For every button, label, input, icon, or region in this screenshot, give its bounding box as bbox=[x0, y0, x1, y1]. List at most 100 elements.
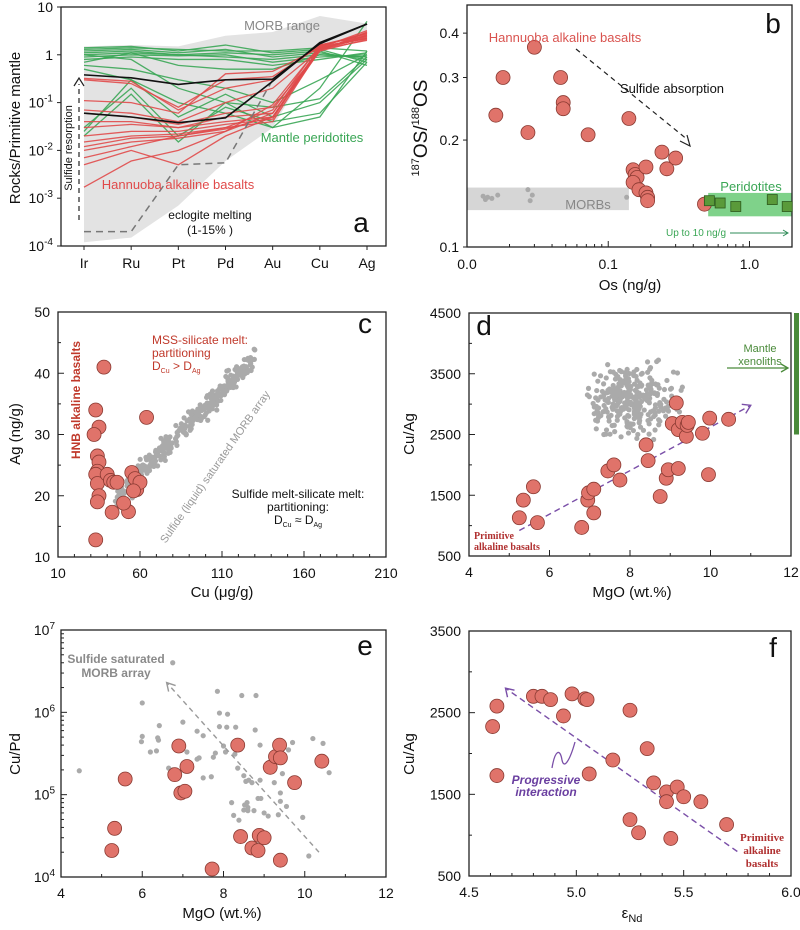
plot-frame bbox=[60, 6, 387, 247]
morb-point bbox=[160, 438, 167, 444]
morb-point bbox=[182, 422, 188, 428]
morb-point bbox=[243, 364, 249, 370]
hannuoba-point bbox=[680, 414, 696, 430]
hannuoba-point bbox=[579, 692, 595, 707]
morb-point bbox=[595, 415, 602, 421]
morb-array-label: MORB array bbox=[81, 666, 151, 680]
hannuoba-point bbox=[250, 843, 266, 858]
morb-point bbox=[200, 775, 206, 781]
hannuoba-point bbox=[543, 692, 558, 707]
x-tick-label: Ag bbox=[358, 255, 375, 271]
morb-point bbox=[279, 771, 286, 777]
morb-point bbox=[223, 383, 229, 389]
morb-point bbox=[277, 790, 283, 796]
mantle-peridotites-label: Mantle peridotites bbox=[261, 130, 364, 145]
morb-point bbox=[156, 723, 162, 729]
morb-point bbox=[661, 396, 667, 402]
y-tick-label: 3500 bbox=[430, 366, 461, 382]
hannuoba-point bbox=[495, 70, 511, 85]
morb-point bbox=[633, 373, 639, 380]
x-tick-label: 0.0 bbox=[457, 256, 477, 272]
morb-point bbox=[610, 401, 616, 407]
hannuoba-point bbox=[553, 70, 569, 85]
hannuoba-point bbox=[526, 479, 541, 495]
mantle-peridotite-line bbox=[83, 61, 368, 137]
morb-point bbox=[139, 463, 145, 469]
hannuoba-label: Hannuoba alkaline basalts bbox=[489, 30, 642, 45]
morb-point bbox=[600, 381, 607, 387]
morb-point bbox=[210, 754, 216, 760]
morb-point bbox=[216, 724, 223, 730]
morb-point bbox=[167, 434, 173, 440]
y-tick-label: 10-4 bbox=[29, 237, 54, 254]
morb-point bbox=[603, 427, 610, 433]
morb-point bbox=[660, 408, 667, 414]
morb-point bbox=[651, 436, 657, 443]
y-tick-label: 1 bbox=[45, 47, 53, 63]
sulfide-label: partitioning: bbox=[267, 500, 329, 514]
tick-exp: 5 bbox=[49, 786, 55, 797]
morb-point bbox=[170, 660, 176, 666]
morb-point bbox=[634, 366, 640, 373]
morbs-label: MORBs bbox=[565, 197, 611, 212]
y-tick-label: 105 bbox=[34, 786, 56, 803]
y-tick-label: 30 bbox=[34, 427, 50, 443]
trend-arrow bbox=[166, 682, 320, 853]
arrowhead-icon bbox=[780, 363, 790, 373]
peridotite-point bbox=[781, 201, 793, 212]
morb-point bbox=[640, 394, 647, 400]
panel-label-e: e bbox=[357, 630, 373, 661]
tick-exp: 6 bbox=[49, 703, 55, 714]
morb-point bbox=[641, 407, 647, 413]
label-part: D bbox=[274, 513, 283, 527]
morb-point bbox=[174, 433, 180, 440]
hannuoba-point bbox=[668, 395, 684, 411]
hannuoba-point bbox=[721, 411, 737, 427]
morb-point bbox=[624, 420, 630, 426]
primitive-label: alkaline basalts bbox=[474, 542, 540, 553]
hannuoba-point bbox=[256, 830, 272, 846]
y-axis-label: Ag (ng/g) bbox=[7, 403, 24, 465]
morb-point bbox=[639, 370, 645, 376]
trend-arrow bbox=[518, 404, 752, 532]
primitive-label: Primitive bbox=[474, 531, 515, 542]
label-part: ε bbox=[622, 905, 629, 922]
mss-label: MSS-silicate melt: bbox=[152, 333, 248, 347]
y-tick-label: 3500 bbox=[430, 623, 461, 639]
morb-point bbox=[265, 813, 271, 819]
x-tick-label: 6.0 bbox=[781, 884, 800, 900]
morb-point bbox=[674, 370, 681, 376]
x-axis-label: MgO (wt.%) bbox=[592, 584, 671, 601]
morb-point bbox=[252, 347, 258, 353]
hannuoba-point bbox=[663, 831, 679, 846]
hannuoba-point bbox=[555, 101, 571, 117]
x-tick-label: 10 bbox=[50, 565, 66, 581]
subscript: Nd bbox=[628, 913, 642, 925]
x-tick-label: Cu bbox=[311, 255, 329, 271]
hannuoba-point bbox=[230, 737, 246, 753]
morb-point bbox=[154, 453, 160, 459]
hannuoba-point bbox=[668, 150, 684, 166]
morb-point bbox=[233, 384, 239, 390]
hannuoba-point bbox=[526, 39, 542, 55]
morb-point bbox=[624, 366, 630, 373]
hannuoba-point bbox=[586, 505, 602, 521]
x-tick-label: Ru bbox=[122, 255, 140, 271]
morb-point bbox=[209, 388, 216, 394]
morb-point bbox=[289, 739, 296, 746]
morb-point bbox=[235, 765, 241, 771]
x-tick-label: 160 bbox=[292, 565, 316, 581]
hannuoba-point bbox=[171, 738, 187, 754]
x-axis-label: MgO (wt.%) bbox=[182, 905, 261, 922]
morb-point bbox=[194, 728, 200, 734]
hannuoba-point bbox=[314, 753, 330, 769]
morb-point bbox=[635, 431, 641, 438]
panel-label-c: c bbox=[358, 308, 372, 339]
morb-point bbox=[227, 378, 233, 384]
hannuoba-point bbox=[520, 125, 536, 140]
morb-point bbox=[139, 700, 145, 706]
morb-point bbox=[665, 408, 672, 414]
morb-point bbox=[257, 777, 263, 783]
morb-point bbox=[657, 418, 663, 424]
